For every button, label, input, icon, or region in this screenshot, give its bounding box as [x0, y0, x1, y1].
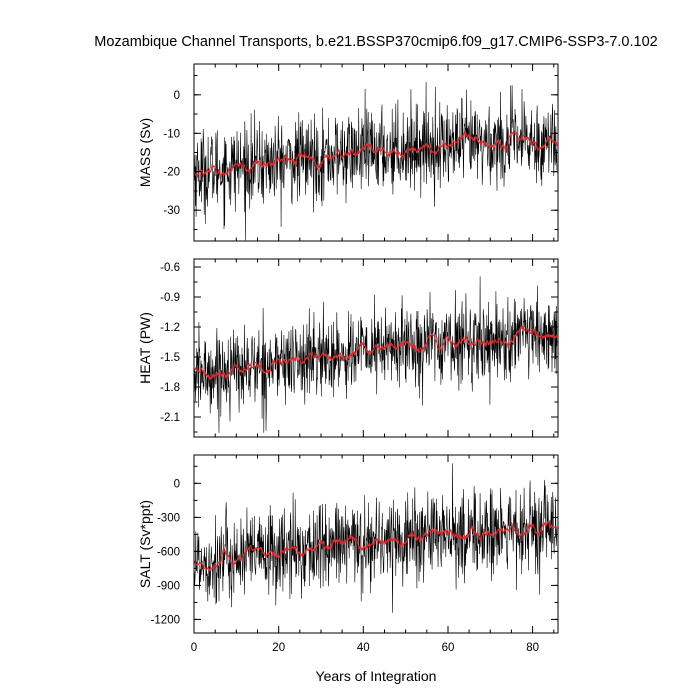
heat-y-tick-label: -2.1 [160, 412, 180, 424]
heat-y-tick-label: -1.8 [160, 382, 180, 394]
salt-monthly-series [194, 463, 558, 613]
x-tick-label: 20 [272, 642, 285, 654]
salt-y-tick-label: -1200 [151, 614, 180, 626]
heat-y-tick-label: -1.5 [160, 352, 180, 364]
salt-y-axis-label: SALT (Sv*ppt) [137, 500, 153, 588]
x-tick-label: 40 [357, 642, 370, 654]
heat-y-tick-label: -1.2 [160, 322, 180, 334]
mass-y-tick-label: -20 [163, 167, 180, 179]
mass-y-tick-label: -10 [163, 128, 180, 140]
heat-running-mean [194, 324, 558, 381]
salt-y-tick-label: -600 [157, 546, 180, 558]
mass-running-mean [194, 129, 558, 179]
salt-y-tick-label: -900 [157, 580, 180, 592]
panels: 0 -10 -20 -30 MASS (Sv) -0.6 -0.9 -1.2 -1.5 -1.8 -… [137, 63, 559, 654]
salt-running-mean [194, 520, 558, 572]
salt-y-tick-label: -300 [157, 512, 180, 524]
heat-monthly-series [194, 276, 558, 433]
salt-y-tick-label: 0 [174, 478, 180, 490]
x-tick-label: 80 [526, 642, 539, 654]
heat-panel-frame [193, 258, 559, 438]
chart-title: Mozambique Channel Transports, b.e21.BSS… [94, 34, 657, 50]
heat-y-tick-label: -0.9 [160, 292, 180, 304]
salt-panel-frame [193, 454, 559, 634]
x-tick-label: 0 [191, 642, 197, 654]
mass-y-axis-label: MASS (Sv) [137, 118, 153, 187]
mass-monthly-series [194, 82, 558, 241]
x-axis-label: Years of Integration [316, 668, 437, 684]
heat-y-tick-label: -0.6 [160, 262, 180, 274]
mass-y-tick-label: -30 [163, 205, 180, 217]
heat-y-axis-label: HEAT (PW) [137, 312, 153, 384]
mass-y-tick-label: 0 [174, 90, 180, 102]
x-tick-label: 60 [442, 642, 455, 654]
